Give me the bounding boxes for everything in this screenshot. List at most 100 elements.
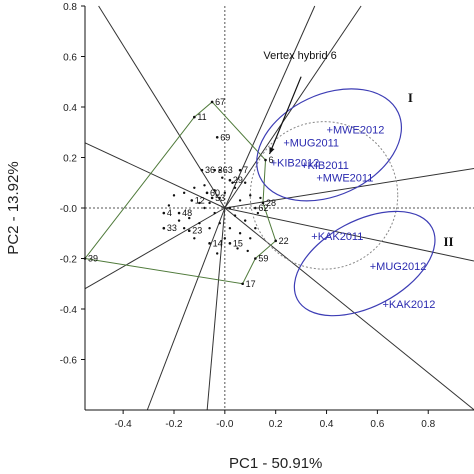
x-tick-label: 0.4 [320, 419, 334, 430]
genotype-point [193, 186, 196, 189]
environment-label-mwe2011: +MWE2011 [316, 173, 373, 185]
genotype-point [182, 227, 186, 230]
genotype-label-12: 12 [195, 195, 205, 205]
genotype-point [188, 216, 191, 220]
x-tick-label: -0.2 [165, 419, 183, 430]
y-tick-label: 0.2 [63, 154, 77, 165]
genotype-point [256, 211, 260, 215]
ray-7 [206, 207, 226, 411]
environment-label-kak2011: +KAK2011 [311, 231, 363, 243]
x-tick-label: -0.4 [115, 419, 133, 430]
y-tick-label: 0.4 [63, 103, 77, 114]
genotype-point-12 [190, 199, 194, 202]
genotype-polygon [84, 101, 277, 285]
genotype-point [228, 206, 232, 210]
x-tick-label: 0.2 [269, 419, 283, 430]
genotype-label-62: 62 [258, 203, 268, 213]
genotype-point [221, 176, 224, 179]
genotype-point-14 [208, 242, 211, 245]
y-tick-label: 0.6 [63, 53, 77, 64]
sector-label-I: I [408, 90, 413, 105]
ray-1 [84, 142, 226, 209]
environment-label-mug2011: +MUG2011 [283, 137, 339, 149]
y-tick-label: -0.6 [60, 356, 78, 367]
genotype-label-29: 29 [233, 175, 243, 185]
genotype-point [238, 232, 242, 235]
dotted-circle [249, 121, 399, 270]
ray-8 [146, 207, 226, 411]
genotype-point-29 [228, 178, 232, 182]
genotype-label-36: 36 [205, 165, 215, 175]
environment-label-kib2011: +KIB2011 [301, 160, 349, 172]
reference-lines [85, 6, 474, 410]
ray-2 [224, 5, 316, 209]
genotype-point [213, 211, 216, 215]
annotations: Vertex hybrid 6 [263, 50, 337, 155]
genotype-label-22: 22 [279, 236, 289, 246]
genotype-point-11 [193, 115, 196, 119]
genotype-point [223, 237, 227, 240]
axis-labels: PC1 - 50.91% PC2 - 13.92% [5, 161, 322, 472]
genotype-label-15: 15 [233, 238, 243, 248]
genotype-label-69: 69 [220, 132, 230, 142]
genotype-point-6 [264, 158, 267, 162]
genotype-point-59 [254, 257, 257, 260]
genotype-point [249, 194, 252, 197]
axis-ticks: -0.4 -0.2 -0.0 0.2 0.4 0.6 0.8 0.8 0.6 0.4 0.2 -0.0… [60, 2, 436, 430]
x-tick-label: -0.0 [216, 419, 234, 430]
x-tick-label: 0.8 [421, 419, 435, 430]
genotype-point [233, 186, 237, 189]
genotype-point-62 [254, 206, 257, 210]
genotype-label-59: 59 [258, 254, 268, 264]
ellipse-group-I [256, 88, 403, 202]
y-tick-label: 0.8 [63, 2, 77, 13]
genotype-point [254, 227, 257, 230]
genotype-label-11: 11 [197, 112, 206, 122]
genotype-label-67: 67 [215, 97, 225, 107]
genotype-label-6: 6 [269, 155, 274, 165]
genotype-point [236, 247, 239, 250]
genotype-point-7 [238, 168, 242, 172]
genotype-label-60: 60 [210, 188, 220, 198]
genotype-point [208, 201, 211, 205]
annotation-arrow-head [269, 147, 275, 155]
genotype-point-33 [162, 226, 166, 230]
genotype-point-28 [261, 201, 265, 205]
environment-label-kak2012: +KAK2012 [382, 299, 435, 311]
genotype-point [233, 214, 237, 217]
genotype-point-23 [187, 229, 191, 233]
genotype-label-17: 17 [246, 279, 256, 289]
y-tick-label: -0.4 [60, 305, 78, 316]
genotype-point [218, 196, 221, 200]
genotype-point-67 [210, 100, 214, 104]
sector-label-II: II [443, 234, 453, 249]
genotype-point-60 [205, 191, 209, 195]
genotype-label-7: 7 [243, 165, 248, 175]
environment-points: +MWE2012+MUG2011 +KIB2012+KIB2011+MWE2011… [271, 90, 454, 311]
genotype-point [216, 252, 219, 255]
genotype-point [249, 237, 252, 240]
environment-label-mug2012: +MUG2012 [370, 261, 427, 273]
annotation-arrow-shaft [268, 76, 302, 155]
ellipse-group-II [293, 210, 436, 317]
genotype-point [213, 189, 216, 192]
genotype-point [243, 181, 247, 184]
plot-frame [84, 6, 474, 411]
genotype-point [228, 227, 232, 230]
genotype-label-28: 28 [266, 198, 276, 208]
genotype-point-3 [213, 168, 216, 172]
genotype-label-33: 33 [167, 223, 177, 233]
genotype-point-48 [177, 211, 181, 215]
genotype-point [223, 191, 227, 195]
vertex-hybrid-annotation: Vertex hybrid 6 [263, 50, 336, 62]
genotype-label-48: 48 [182, 208, 192, 218]
polygon-rays [84, 5, 474, 411]
genotype-label-23: 23 [192, 226, 202, 236]
genotype-label-63: 63 [223, 165, 233, 175]
genotype-point-69 [215, 136, 219, 139]
genotype-point-15 [228, 242, 232, 245]
genotype-point [193, 237, 196, 240]
genotype-point [203, 206, 206, 210]
genotype-point [259, 196, 262, 200]
ray-0 [98, 5, 226, 209]
